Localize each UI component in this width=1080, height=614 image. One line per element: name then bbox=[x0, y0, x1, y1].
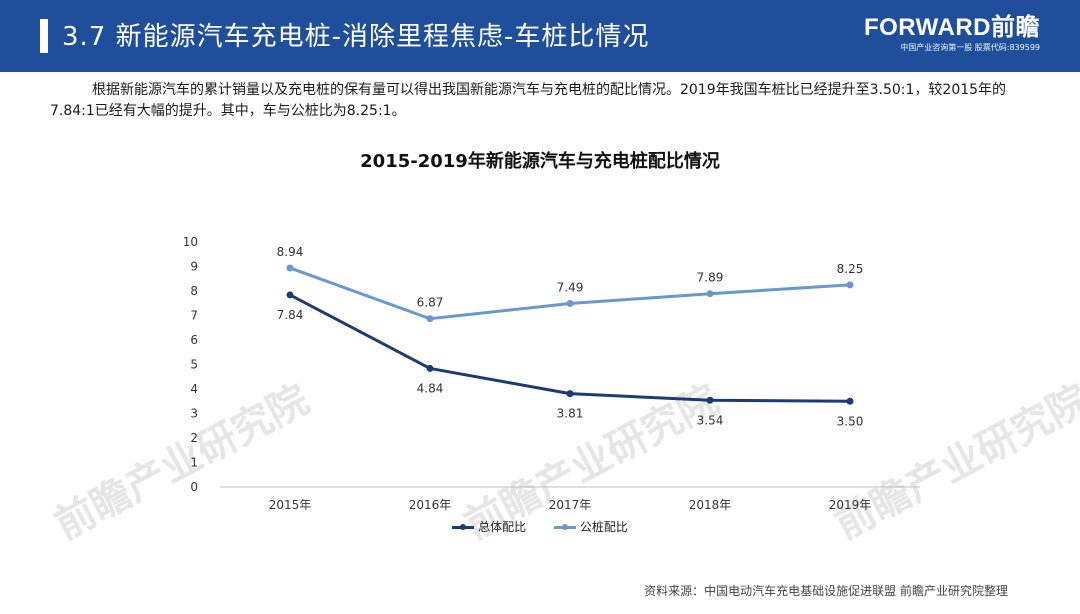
data-point bbox=[706, 290, 714, 298]
y-tick-label: 5 bbox=[190, 358, 198, 372]
x-tick-label: 2016年 bbox=[409, 498, 452, 512]
legend-item-total: 总体配比 bbox=[452, 518, 526, 535]
legend-swatch-total bbox=[452, 524, 475, 530]
data-point bbox=[846, 397, 854, 405]
source-note: 资料来源：中国电动汽车充电基础设施促进联盟 前瞻产业研究院整理 bbox=[644, 584, 1008, 598]
data-label: 8.94 bbox=[277, 245, 304, 259]
y-tick-label: 6 bbox=[190, 333, 198, 347]
chart-axes: 0 1 2 3 4 5 6 7 8 9 10 2015年 2016年 2017年 2018年 2019年 bbox=[183, 235, 920, 512]
y-tick-label: 9 bbox=[190, 260, 198, 274]
chart-series: 7.84 4.84 3.81 3.54 3.50 8.94 6.87 7.49 7.89 8.25 bbox=[277, 245, 864, 428]
x-tick-label: 2018年 bbox=[689, 498, 732, 512]
data-point bbox=[846, 281, 854, 289]
intro-paragraph: 根据新能源汽车的累计销量以及充电桩的保有量可以得出我国新能源汽车与充电桩的配比情… bbox=[50, 82, 1007, 119]
x-tick-label: 2019年 bbox=[829, 498, 872, 512]
brand-subtitle: 中国产业咨询第一股 股票代码:839599 bbox=[900, 43, 1040, 52]
y-tick-label: 0 bbox=[190, 480, 198, 494]
page-title: 3.7 新能源汽车充电桩-消除里程焦虑-车桩比情况 bbox=[62, 22, 650, 52]
series-line-total bbox=[289, 293, 851, 403]
data-label: 7.84 bbox=[277, 308, 304, 322]
brand-logo: FORWARD前瞻 中国产业咨询第一股 股票代码:839599 bbox=[820, 14, 1040, 54]
data-label: 4.84 bbox=[417, 381, 444, 395]
brand-name: FORWARD前瞻 bbox=[863, 14, 1040, 41]
data-label: 3.54 bbox=[697, 413, 724, 427]
chart-title: 2015-2019年新能源汽车与充电桩配比情况 bbox=[360, 151, 720, 172]
data-point bbox=[286, 264, 294, 272]
data-label: 3.81 bbox=[557, 407, 584, 421]
data-point bbox=[706, 396, 714, 404]
legend-label-public: 公桩配比 bbox=[579, 520, 628, 534]
legend-label-total: 总体配比 bbox=[478, 520, 527, 534]
y-tick-label: 7 bbox=[190, 309, 198, 323]
y-tick-label: 3 bbox=[190, 407, 198, 421]
data-point bbox=[286, 291, 294, 299]
x-tick-label: 2015年 bbox=[269, 498, 312, 512]
data-label: 8.25 bbox=[837, 262, 864, 276]
data-label: 3.50 bbox=[837, 414, 864, 428]
data-label: 7.89 bbox=[697, 271, 724, 285]
chart-legend: 总体配比 公桩配比 bbox=[0, 518, 1080, 535]
legend-swatch-public bbox=[553, 524, 576, 530]
data-point bbox=[566, 299, 574, 307]
data-point bbox=[426, 364, 434, 372]
y-tick-label: 2 bbox=[190, 431, 198, 445]
y-tick-label: 10 bbox=[183, 235, 198, 249]
y-tick-label: 1 bbox=[190, 456, 198, 470]
data-label: 6.87 bbox=[417, 296, 444, 310]
header-banner: 3.7 新能源汽车充电桩-消除里程焦虑-车桩比情况 FORWARD前瞻 中国产业… bbox=[0, 0, 1080, 72]
y-tick-label: 4 bbox=[190, 382, 198, 396]
data-label: 7.49 bbox=[557, 280, 584, 294]
legend-item-public: 公桩配比 bbox=[553, 518, 628, 535]
data-point bbox=[426, 315, 434, 323]
intro-text: 根据新能源汽车的累计销量以及充电桩的保有量可以得出我国新能源汽车与充电桩的配比情… bbox=[50, 80, 1040, 122]
title-accent-bar bbox=[40, 19, 48, 53]
data-point bbox=[566, 390, 574, 398]
y-tick-label: 8 bbox=[190, 284, 198, 298]
x-tick-label: 2017年 bbox=[549, 498, 592, 512]
